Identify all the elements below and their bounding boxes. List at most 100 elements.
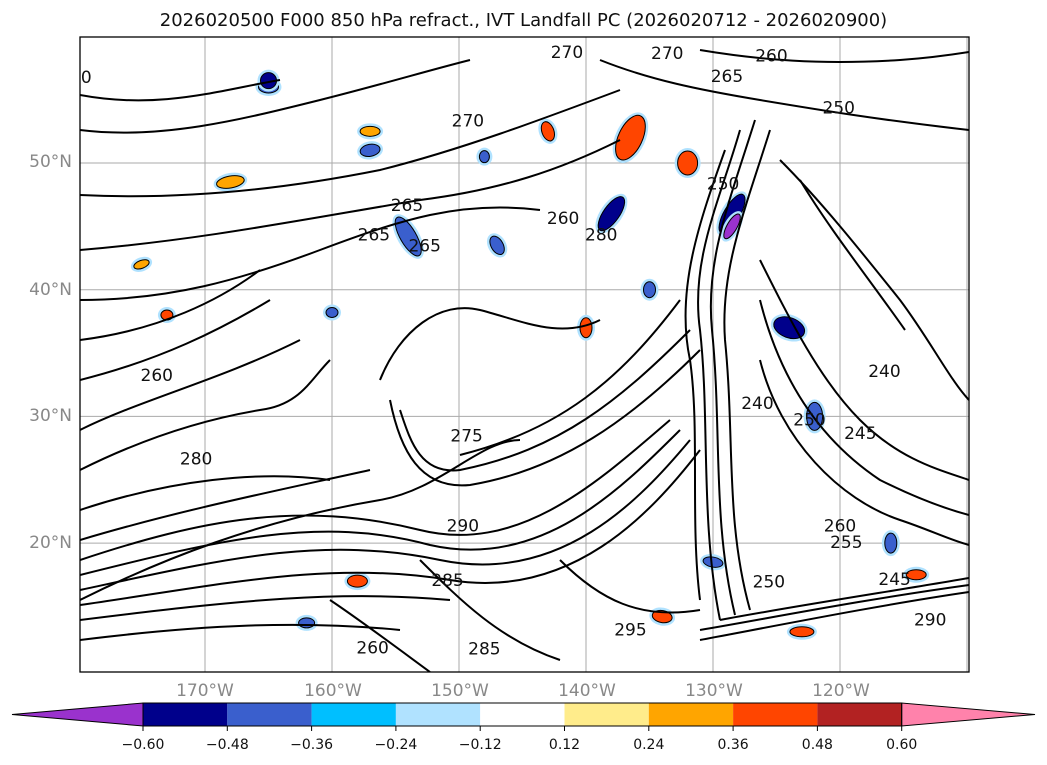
contour-line (80, 359, 331, 471)
anomaly-patch (298, 617, 316, 629)
anomaly-halo (12, 319, 30, 337)
plot-title: 2026020500 F000 850 hPa refract., IVT La… (159, 10, 888, 31)
contour-line (699, 591, 969, 641)
colorbar-segment (395, 703, 481, 726)
anomaly-patch (359, 143, 381, 157)
map-frame (80, 37, 969, 672)
lon-label: 170°W (176, 681, 234, 701)
contour-line (697, 129, 741, 621)
colorbar-tick-label: 0.48 (801, 737, 833, 753)
colorbar-segment (564, 703, 649, 726)
anomaly-patch (325, 307, 339, 319)
contour-label: 265 (408, 237, 440, 257)
anomaly-patch (540, 121, 555, 142)
contour-line (759, 259, 969, 481)
contour-label: 265 (391, 196, 423, 216)
lon-label: 120°W (812, 681, 870, 701)
lat-label: 30°N (29, 406, 72, 426)
contour-line (80, 419, 671, 561)
contour-label: 250 (823, 99, 855, 119)
contour-line (779, 159, 969, 401)
anomaly-patch (723, 213, 741, 240)
contour-line (80, 623, 401, 641)
anomaly-patch (651, 609, 673, 624)
lon-label: 140°W (558, 681, 616, 701)
contour-label: 250 (753, 572, 785, 592)
contour-label: 255 (830, 533, 862, 553)
anomaly-patch (615, 114, 646, 161)
lat-label: 20°N (29, 533, 72, 553)
contour-line (80, 439, 691, 591)
contour-label: 270 (452, 111, 484, 131)
contour-line (723, 129, 771, 611)
contour-label: 285 (468, 640, 500, 660)
contour-line (80, 139, 621, 251)
contour-line (80, 439, 521, 601)
contour-label: 275 (450, 427, 482, 447)
contour-labels: 2602702702702602652502652652652652802602… (0, 43, 946, 660)
lat-label: 40°N (29, 280, 72, 300)
contour-label: 240 (741, 394, 773, 414)
contour-line (80, 59, 471, 134)
contour-label: 295 (614, 621, 646, 641)
colorbar-tick-label: 0.12 (548, 737, 581, 753)
contour-label: 260 (356, 638, 388, 658)
anomaly-patch (478, 150, 490, 164)
colorbar-tick-label: −0.24 (374, 737, 418, 753)
contour-line (80, 89, 621, 198)
colorbar-tick-label: −0.60 (121, 737, 165, 753)
colorbar-segment (480, 703, 565, 726)
anomaly-patch (216, 175, 245, 189)
colorbar-extend-low (11, 702, 144, 727)
contour-line (80, 299, 271, 381)
contour-label: 290 (0, 588, 4, 608)
anomaly-patch (884, 532, 898, 554)
colorbar-tick-label: −0.12 (458, 737, 502, 753)
contour-label: 250 (793, 410, 825, 430)
contour-label: 245 (878, 570, 910, 590)
contour-line (759, 299, 969, 516)
colorbar-tick-label: 0.60 (886, 737, 918, 753)
anomaly-patch (359, 125, 381, 137)
lat-label: 50°N (29, 152, 72, 172)
anomaly-patch (643, 281, 656, 299)
anomaly-patch (677, 150, 699, 176)
contour-label: 270 (551, 43, 583, 63)
colorbar-segment (143, 703, 228, 726)
colorbar-tick-label: −0.48 (205, 737, 249, 753)
colorbar-tick-label: 0.36 (717, 737, 749, 753)
contour-label: 250 (707, 175, 739, 195)
contour-line (759, 359, 969, 546)
contour-label: 265 (358, 225, 390, 245)
contour-line (709, 119, 756, 616)
contour-label: 265 (0, 256, 29, 276)
contour-label: 290 (914, 610, 946, 630)
anomaly-patch (346, 574, 368, 588)
contour-label: 245 (844, 424, 876, 444)
anomaly-patch (789, 626, 815, 638)
anomaly-patch (905, 569, 927, 581)
anomaly-patch (394, 216, 422, 257)
contour-line (719, 577, 969, 621)
contour-line (80, 206, 541, 301)
contour-line (80, 475, 331, 511)
contour-line (699, 49, 969, 63)
colorbar (11, 702, 1036, 731)
colorbar-tick-label: −0.36 (290, 737, 334, 753)
contour-label: 285 (431, 571, 463, 591)
contour-label: 270 (2, 320, 34, 340)
anomaly-patch (579, 317, 593, 339)
contour-line (599, 59, 969, 131)
contour-label: 290 (447, 517, 479, 537)
contour-line (399, 329, 691, 472)
contour-label: 280 (21, 436, 53, 456)
contour-line (80, 595, 451, 621)
contour-line (80, 469, 371, 541)
colorbar-segment (733, 703, 818, 726)
anomaly-patch (32, 554, 48, 570)
contour-label: 280 (585, 225, 617, 245)
contour-line (379, 307, 601, 381)
contour-line (80, 339, 301, 431)
lon-label: 150°W (431, 681, 489, 701)
